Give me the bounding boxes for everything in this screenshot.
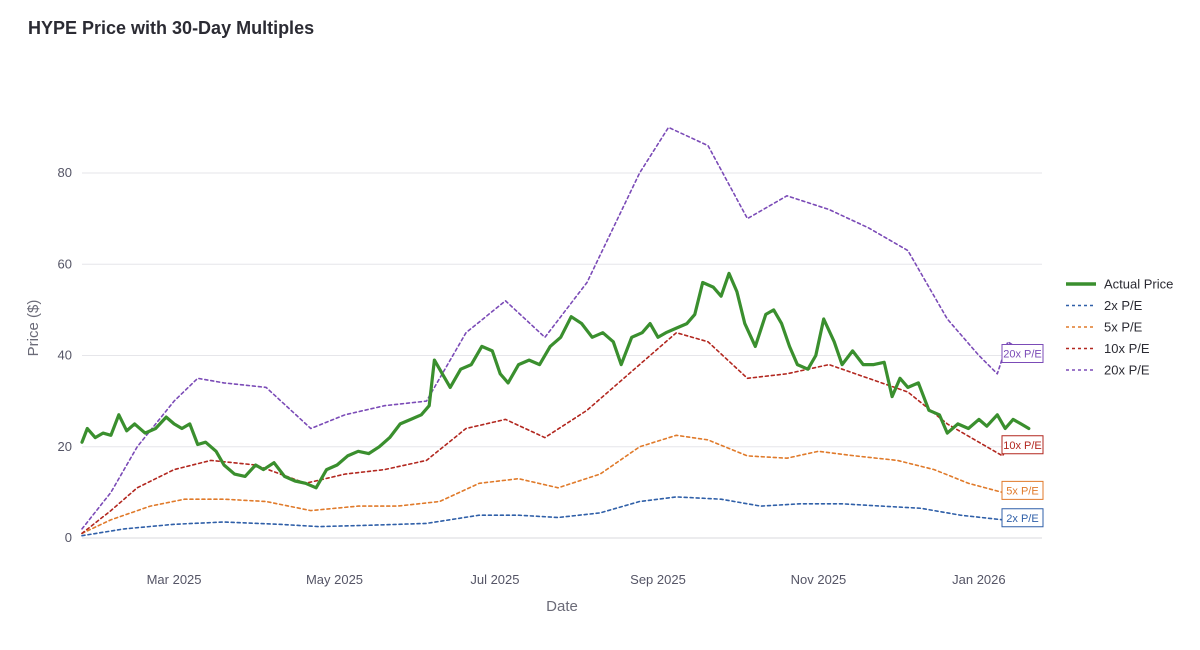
end-label-text: 20x P/E [1003, 349, 1042, 361]
x-tick-label: Mar 2025 [147, 572, 202, 587]
legend-label[interactable]: Actual Price [1104, 277, 1173, 292]
y-axis-ticks: 0 20 40 60 80 [58, 165, 72, 545]
end-label-box [1001, 344, 1044, 363]
x-tick-label: May 2025 [306, 572, 363, 587]
legend: Actual Price 2x P/E 5x P/E 10x P/E 20x P/E [1066, 277, 1173, 378]
legend-label[interactable]: 2x P/E [1104, 298, 1143, 313]
x-tick-label: Jan 2026 [952, 572, 1006, 587]
legend-label[interactable]: 20x P/E [1104, 363, 1150, 378]
chart-title: HYPE Price with 30-Day Multiples [28, 18, 315, 38]
x-tick-label: Sep 2025 [630, 572, 686, 587]
y-axis-title: Price ($) [25, 300, 42, 357]
legend-label[interactable]: 10x P/E [1104, 341, 1150, 356]
x-tick-label: Jul 2025 [470, 572, 519, 587]
series-line-20x-p-e[interactable] [81, 126, 1030, 530]
series-line-10x-p-e[interactable] [81, 331, 1030, 535]
series-lines [80, 126, 1031, 537]
x-tick-label: Nov 2025 [791, 572, 847, 587]
legend-label[interactable]: 5x P/E [1104, 320, 1143, 335]
end-label-text: 2x P/E [1006, 513, 1038, 525]
series-line-actual-price[interactable] [80, 271, 1031, 490]
end-label-box [1001, 480, 1044, 500]
series-line-2x-p-e[interactable] [81, 496, 1030, 537]
y-tick-label: 60 [58, 256, 72, 271]
x-axis-ticks: Mar 2025 May 2025 Jul 2025 Sep 2025 Nov 2025… [147, 572, 1006, 587]
end-label-text: 5x P/E [1006, 485, 1038, 497]
x-axis-title: Date [546, 598, 578, 615]
y-tick-label: 80 [58, 165, 72, 180]
end-label-box [1001, 508, 1044, 528]
end-label-box [1001, 435, 1044, 455]
y-tick-label: 20 [58, 439, 72, 454]
y-tick-label: 0 [65, 530, 72, 545]
grid-lines [82, 172, 1042, 539]
end-label-text: 10x P/E [1003, 440, 1042, 452]
y-tick-label: 40 [58, 348, 72, 363]
series-line-5x-p-e[interactable] [81, 434, 1030, 535]
end-labels: 20x P/E 10x P/E 5x P/E 2x P/E [1001, 344, 1044, 528]
